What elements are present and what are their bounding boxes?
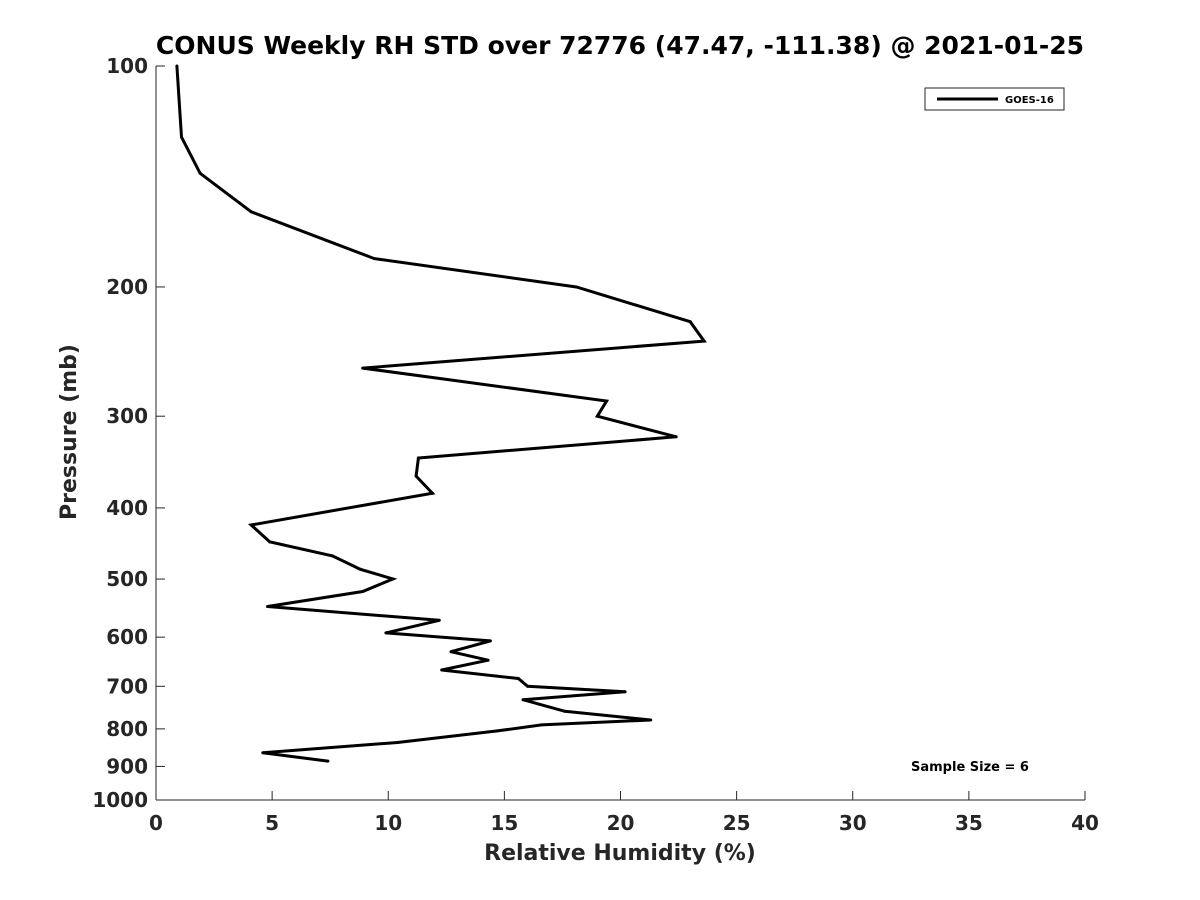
data-point-goes-16-13 xyxy=(414,474,418,478)
data-point-goes-16-9 xyxy=(605,399,609,403)
data-point-goes-16-4 xyxy=(372,257,376,261)
sample-size-annotation: Sample Size = 6 xyxy=(911,760,1029,775)
data-point-goes-16-38 xyxy=(326,759,330,763)
x-tick-label-25: 25 xyxy=(723,811,751,835)
x-tick-label-30: 30 xyxy=(839,811,867,835)
data-point-goes-16-24 xyxy=(488,639,492,643)
legend-label-goes16: GOES-16 xyxy=(1005,95,1054,106)
data-point-goes-16-5 xyxy=(574,285,578,289)
data-point-goes-16-18 xyxy=(358,567,362,571)
plot-lines xyxy=(175,64,707,763)
data-point-goes-16-0 xyxy=(175,64,179,68)
data-point-goes-16-30 xyxy=(623,690,627,694)
data-point-goes-16-21 xyxy=(266,605,269,608)
data-point-goes-16-7 xyxy=(702,339,706,343)
y-tick-label-200: 200 xyxy=(106,275,148,299)
data-point-goes-16-14 xyxy=(430,491,434,495)
data-point-goes-16-17 xyxy=(331,554,334,558)
x-tick-label-20: 20 xyxy=(607,811,635,835)
data-point-goes-16-33 xyxy=(649,718,653,722)
data-point-goes-16-3 xyxy=(249,210,253,214)
data-point-goes-16-6 xyxy=(688,320,692,324)
data-point-goes-16-31 xyxy=(521,698,525,702)
x-axis-label: Relative Humidity (%) xyxy=(484,841,756,866)
data-point-goes-16-29 xyxy=(526,684,530,688)
y-tick-label-800: 800 xyxy=(106,717,148,741)
data-point-goes-16-19 xyxy=(391,577,395,581)
axes: 0 5 10 15 20 25 30 35 40 100 200 300 400 500 600 700 800… xyxy=(92,54,1099,835)
data-point-goes-16-32 xyxy=(563,709,567,713)
y-tick-label-300: 300 xyxy=(106,404,148,428)
data-point-goes-16-22 xyxy=(437,618,441,622)
data-point-goes-16-20 xyxy=(361,590,365,593)
data-point-goes-16-10 xyxy=(595,414,599,418)
data-point-goes-16-15 xyxy=(249,523,253,527)
x-tick-label-15: 15 xyxy=(490,811,518,835)
data-point-goes-16-23 xyxy=(384,631,388,635)
y-tick-label-500: 500 xyxy=(106,567,148,591)
x-tick-label-10: 10 xyxy=(374,811,402,835)
y-tick-label-1000: 1000 xyxy=(92,788,148,812)
y-tick-label-100: 100 xyxy=(106,54,148,78)
data-point-goes-16-26 xyxy=(486,658,490,662)
y-tick-label-600: 600 xyxy=(106,625,148,649)
y-tick-label-400: 400 xyxy=(106,496,148,520)
data-point-goes-16-1 xyxy=(180,135,183,139)
y-tick-label-700: 700 xyxy=(106,674,148,698)
chart-title: CONUS Weekly RH STD over 72776 (47.47, -… xyxy=(156,31,1084,60)
data-point-goes-16-25 xyxy=(449,650,453,654)
data-point-goes-16-28 xyxy=(516,677,520,680)
data-point-goes-16-8 xyxy=(361,366,365,370)
legend: GOES-16 xyxy=(924,87,1065,111)
data-point-goes-16-34 xyxy=(540,723,543,727)
data-point-goes-16-35 xyxy=(495,729,499,733)
y-tick-label-900: 900 xyxy=(106,754,148,778)
data-point-goes-16-36 xyxy=(396,741,399,744)
data-point-goes-16-37 xyxy=(261,751,265,755)
data-point-goes-16-11 xyxy=(674,435,678,439)
data-point-goes-16-27 xyxy=(440,668,444,672)
x-tick-label-35: 35 xyxy=(955,811,983,835)
x-tick-label-0: 0 xyxy=(149,811,163,835)
data-point-goes-16-2 xyxy=(198,171,202,175)
data-point-goes-16-12 xyxy=(416,456,420,460)
x-tick-label-40: 40 xyxy=(1071,811,1099,835)
x-tick-label-5: 5 xyxy=(265,811,279,835)
data-point-goes-16-16 xyxy=(268,540,272,544)
y-axis-label: Pressure (mb) xyxy=(57,344,82,520)
